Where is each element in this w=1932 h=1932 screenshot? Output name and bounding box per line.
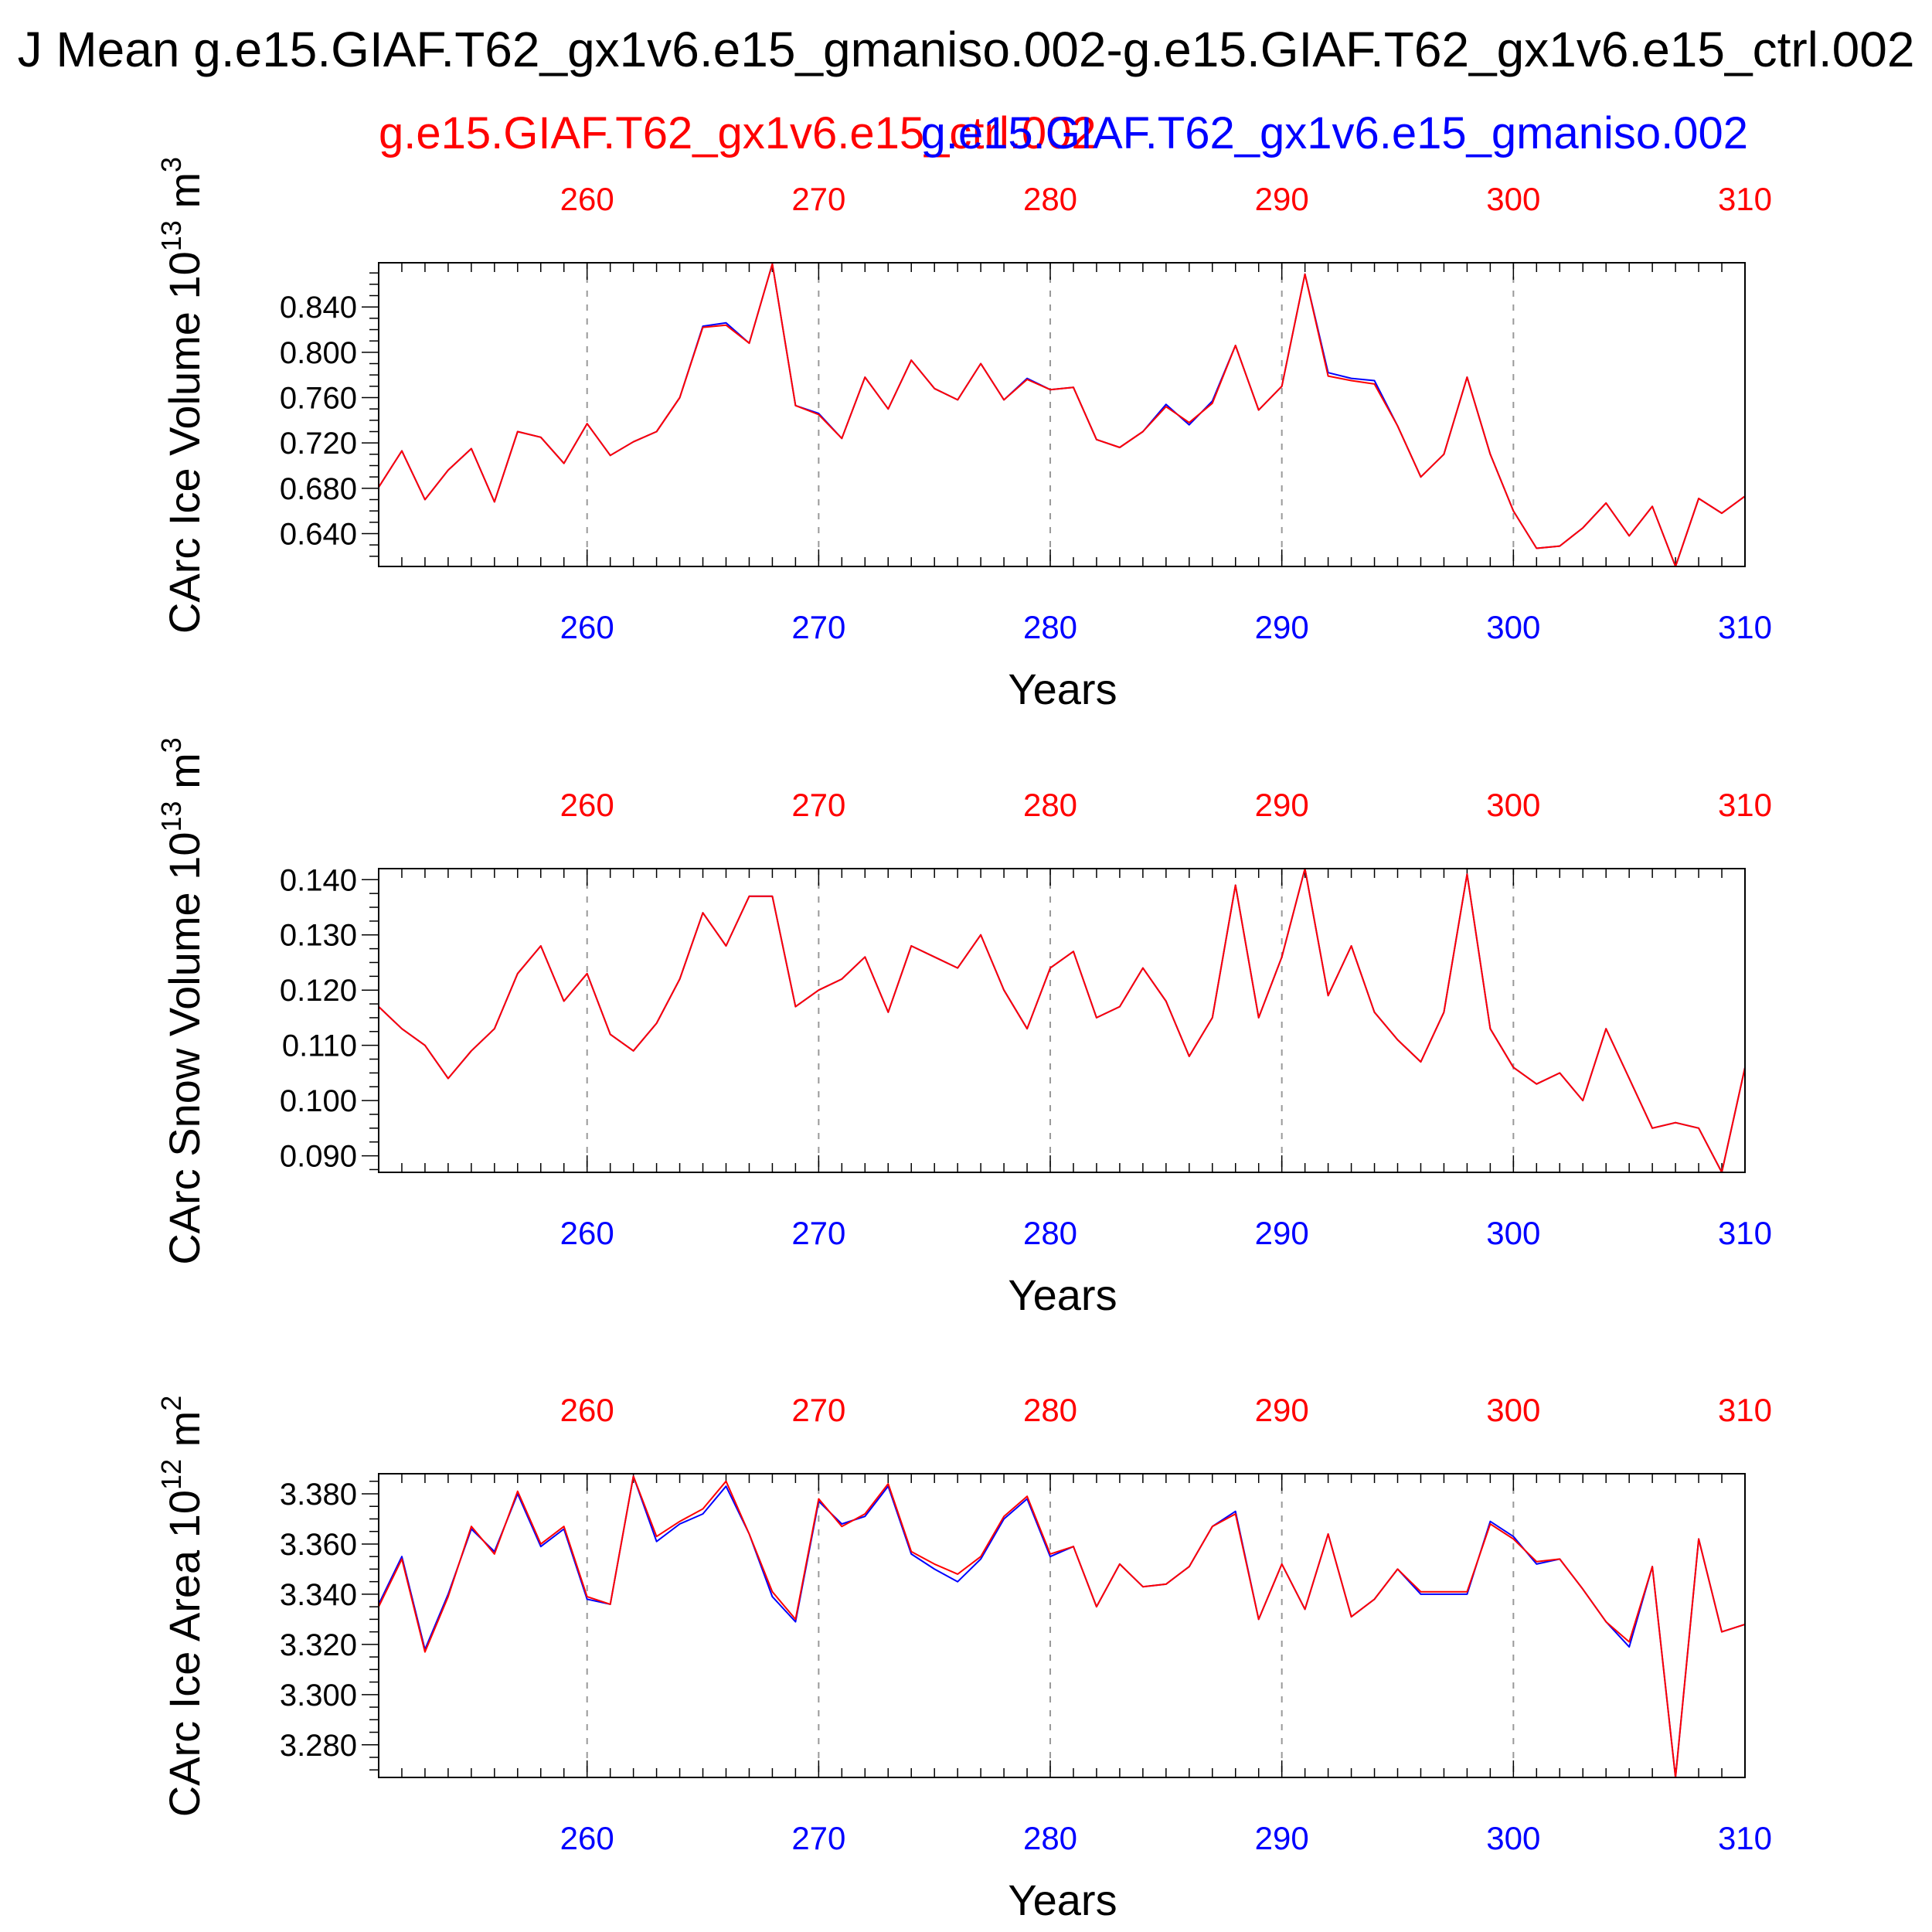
- y-axis-label: CArc Snow Volume 1013 m3: [155, 737, 209, 1265]
- series-line-ctrl: [378, 263, 1746, 567]
- chart-panel-3: 3.280 3.300 3.320 3.340 3.360 3.380 260 260 270 2…: [155, 1392, 1772, 1924]
- x-tick-label-bottom: 260: [560, 1215, 614, 1251]
- x-tick-label-top: 280: [1023, 181, 1077, 217]
- plot-frame: [378, 1473, 1746, 1778]
- y-tick-label: 0.140: [280, 863, 357, 897]
- y-tick-label: 3.360: [280, 1528, 357, 1562]
- x-tick-label-top: 280: [1023, 1392, 1077, 1428]
- y-tick-label: 0.800: [280, 336, 357, 370]
- x-tick-label-bottom: 290: [1255, 1820, 1309, 1856]
- x-tick-label-bottom: 310: [1718, 1215, 1772, 1251]
- series-line-ctrl: [378, 1475, 1746, 1778]
- y-tick-label: 3.340: [280, 1578, 357, 1612]
- x-tick-label-top: 270: [791, 787, 845, 823]
- series-line-gmaniso: [378, 1475, 1746, 1778]
- y-axis-label: CArc Ice Area 1012 m2: [155, 1396, 209, 1818]
- x-tick-label-bottom: 290: [1255, 1215, 1309, 1251]
- chart-panel-1: 0.640 0.680 0.720 0.760 0.800 0.840 260 260 270 2…: [155, 157, 1772, 713]
- x-tick-label-bottom: 300: [1486, 1820, 1540, 1856]
- plot-frame: [378, 262, 1746, 567]
- series-line-ctrl: [378, 868, 1746, 1173]
- y-tick-label: 3.380: [280, 1478, 357, 1512]
- x-tick-label-bottom: 260: [560, 609, 614, 645]
- y-tick-label: 0.720: [280, 427, 357, 461]
- legend-gmaniso: g.e15.GIAF.T62_gx1v6.e15_gmaniso.002: [920, 108, 1748, 158]
- x-tick-label-top: 290: [1255, 787, 1309, 823]
- x-axis-label: Years: [1008, 1876, 1117, 1924]
- x-tick-label-bottom: 280: [1023, 609, 1077, 645]
- legend-ctrl: g.e15.GIAF.T62_gx1v6.e15_ctrl.002: [379, 108, 1097, 158]
- x-tick-label-top: 300: [1486, 181, 1540, 217]
- y-tick-label: 0.840: [280, 291, 357, 325]
- x-tick-label-bottom: 290: [1255, 609, 1309, 645]
- y-tick-label: 0.760: [280, 382, 357, 416]
- chart-panels: 0.640 0.680 0.720 0.760 0.800 0.840 260 260 270 2…: [155, 157, 1772, 1924]
- x-tick-label-bottom: 270: [791, 609, 845, 645]
- y-tick-label: 0.100: [280, 1084, 357, 1118]
- x-tick-label-top: 300: [1486, 1392, 1540, 1428]
- series-line-gmaniso: [378, 263, 1746, 567]
- x-tick-label-bottom: 260: [560, 1820, 614, 1856]
- x-axis-label: Years: [1008, 665, 1117, 713]
- x-tick-label-top: 260: [560, 787, 614, 823]
- x-tick-label-top: 270: [791, 181, 845, 217]
- x-tick-label-top: 260: [560, 181, 614, 217]
- x-tick-label-top: 270: [791, 1392, 845, 1428]
- x-tick-label-top: 280: [1023, 787, 1077, 823]
- y-tick-label: 3.280: [280, 1729, 357, 1763]
- x-tick-label-top: 300: [1486, 787, 1540, 823]
- series-line-gmaniso: [378, 868, 1746, 1173]
- y-tick-label: 0.120: [280, 974, 357, 1008]
- y-tick-label: 3.320: [280, 1628, 357, 1662]
- y-tick-label: 0.110: [282, 1029, 357, 1063]
- y-tick-label: 3.300: [280, 1679, 357, 1713]
- x-tick-label-top: 310: [1718, 787, 1772, 823]
- x-tick-label-bottom: 270: [791, 1820, 845, 1856]
- x-tick-label-top: 290: [1255, 181, 1309, 217]
- x-tick-label-bottom: 280: [1023, 1820, 1077, 1856]
- main-title: J Mean g.e15.GIAF.T62_gx1v6.e15_gmaniso.…: [18, 22, 1915, 77]
- x-axis-label: Years: [1008, 1270, 1117, 1319]
- x-tick-label-bottom: 300: [1486, 609, 1540, 645]
- x-tick-label-top: 290: [1255, 1392, 1309, 1428]
- x-tick-label-bottom: 270: [791, 1215, 845, 1251]
- y-tick-label: 0.640: [280, 517, 357, 551]
- y-tick-label: 0.680: [280, 472, 357, 506]
- chart-panel-2: 0.090 0.100 0.110 0.120 0.130 0.140 260 260 270 2…: [155, 737, 1772, 1319]
- y-tick-label: 0.090: [280, 1140, 357, 1174]
- x-tick-label-bottom: 310: [1718, 609, 1772, 645]
- x-tick-label-top: 310: [1718, 1392, 1772, 1428]
- x-tick-label-top: 260: [560, 1392, 614, 1428]
- x-tick-label-top: 310: [1718, 181, 1772, 217]
- x-tick-label-bottom: 300: [1486, 1215, 1540, 1251]
- y-axis-label: CArc Ice Volume 1013 m3: [155, 157, 209, 634]
- y-tick-label: 0.130: [280, 919, 357, 953]
- plot-frame: [378, 868, 1746, 1173]
- x-tick-label-bottom: 310: [1718, 1820, 1772, 1856]
- x-tick-label-bottom: 280: [1023, 1215, 1077, 1251]
